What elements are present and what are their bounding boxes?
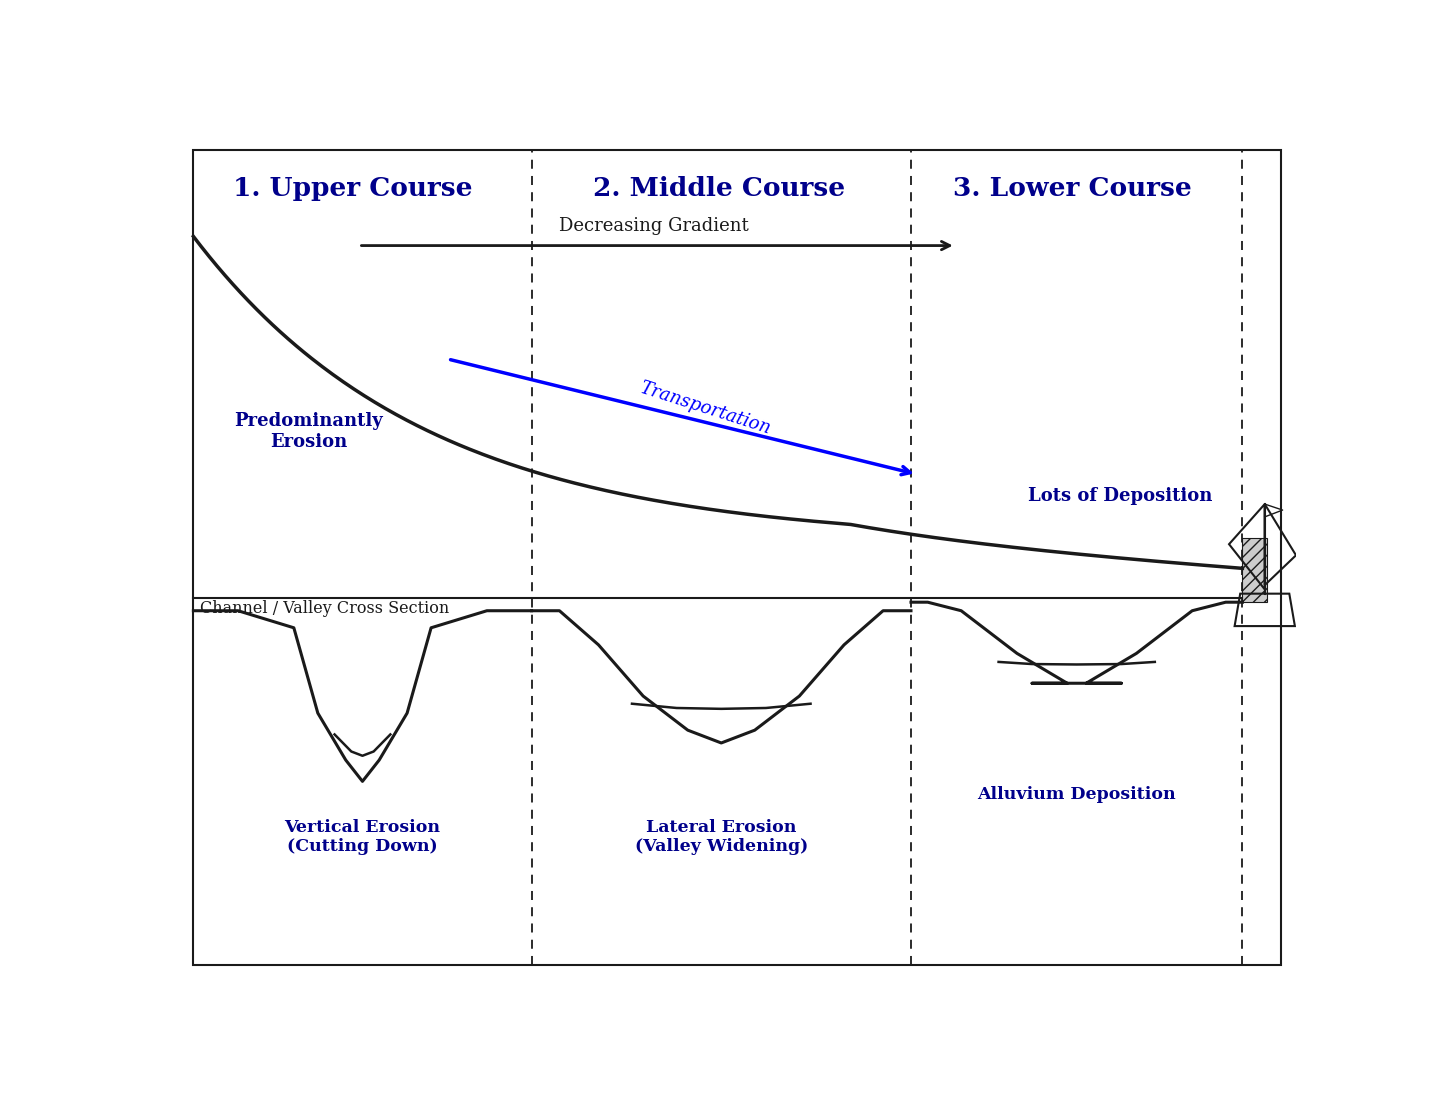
Text: 3. Lower Course: 3. Lower Course	[953, 176, 1192, 201]
Text: Lots of Deposition: Lots of Deposition	[1028, 486, 1212, 504]
Text: Predominantly
Erosion: Predominantly Erosion	[233, 412, 383, 451]
Text: Alluvium Deposition: Alluvium Deposition	[978, 786, 1176, 802]
Bar	[1243, 538, 1267, 603]
Text: Vertical Erosion
(Cutting Down): Vertical Erosion (Cutting Down)	[285, 819, 441, 855]
Text: Lateral Erosion
(Valley Widening): Lateral Erosion (Valley Widening)	[635, 819, 808, 855]
Text: Channel / Valley Cross Section: Channel / Valley Cross Section	[200, 599, 449, 617]
Text: Transportation: Transportation	[636, 379, 772, 438]
Text: 2. Middle Course: 2. Middle Course	[593, 176, 845, 201]
Text: Decreasing Gradient: Decreasing Gradient	[559, 217, 749, 235]
Text: 1. Upper Course: 1. Upper Course	[233, 176, 472, 201]
